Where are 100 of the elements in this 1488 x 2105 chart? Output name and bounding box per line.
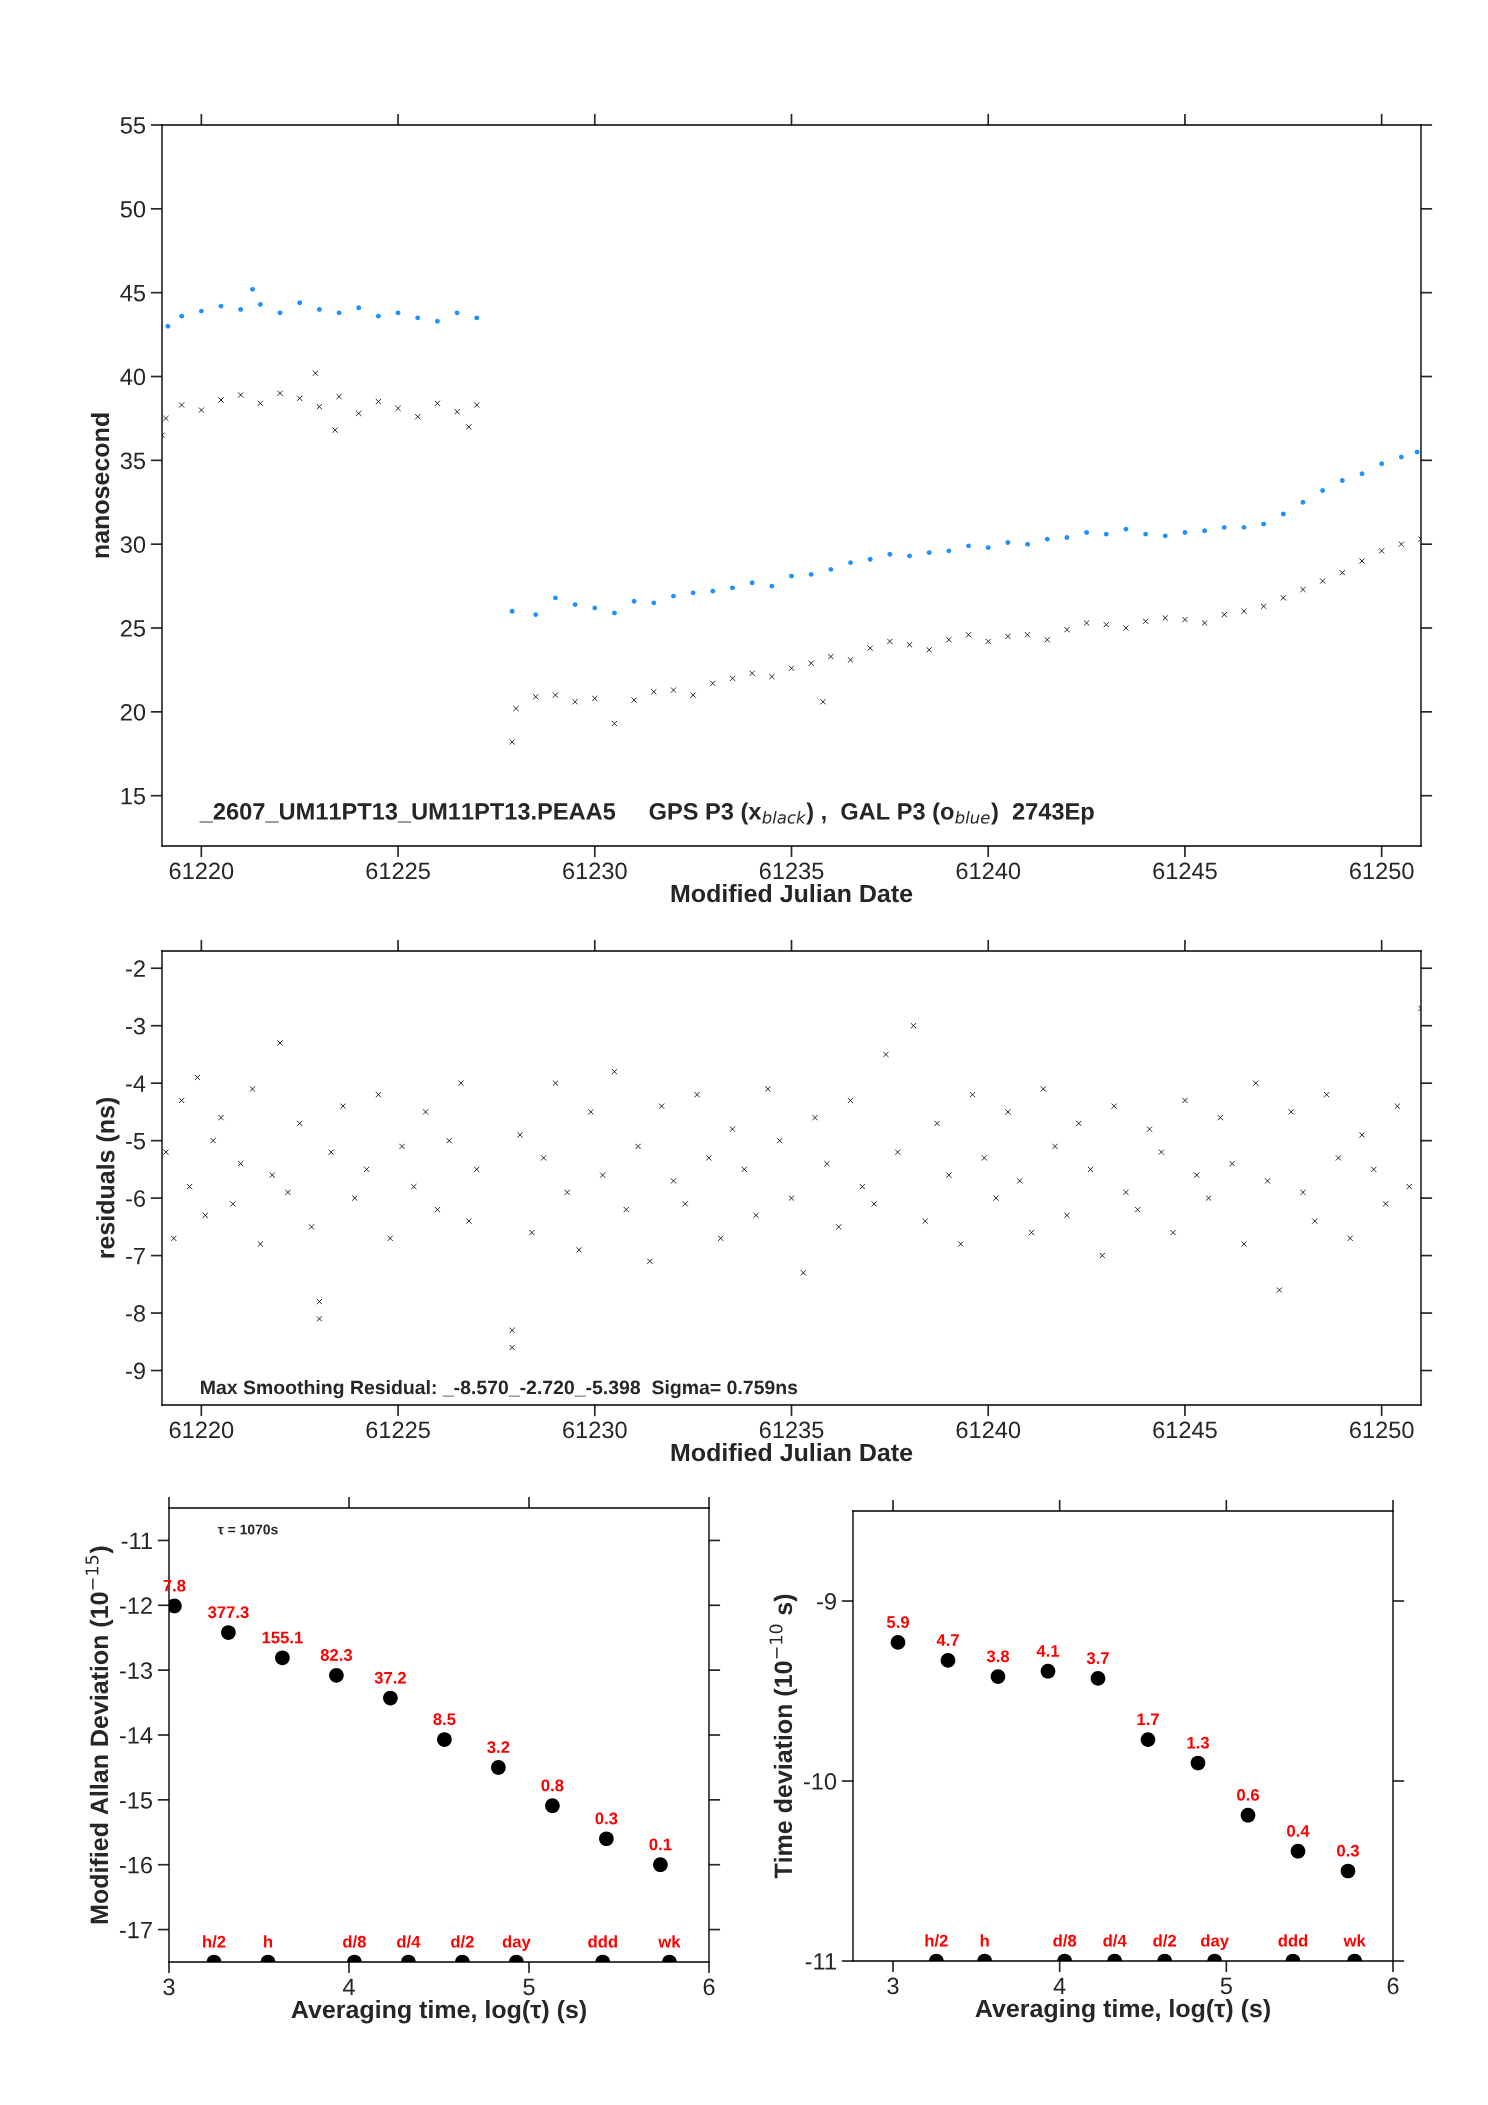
- y-tick-label: 50: [120, 200, 146, 218]
- annotation: 155.1: [262, 1631, 303, 1644]
- x-tick-label: 61230: [563, 1421, 627, 1439]
- x-tick-label: 5: [523, 1978, 535, 1996]
- y-tick-label: 35: [120, 452, 146, 470]
- y-axis-title: Modified Allan Deviation (10$^{−15}$): [85, 1546, 114, 1924]
- x-tick-label: 61250: [1350, 1421, 1414, 1439]
- y-tick-label: -6: [126, 1190, 145, 1207]
- x-tick-label: 4: [342, 1978, 355, 1996]
- y-tick-label: 30: [120, 536, 146, 553]
- annotation: τ = 1070s: [217, 1524, 278, 1535]
- x-tick-label: 61225: [366, 862, 430, 880]
- y-tick-label: -15: [119, 1792, 153, 1809]
- y-axis-title: nanosecond: [90, 413, 110, 558]
- annotation: d/4: [1103, 1934, 1127, 1947]
- annotation: 5.9: [886, 1616, 909, 1628]
- annotation: 1.7: [1137, 1713, 1159, 1726]
- y-tick-label: 55: [120, 117, 146, 134]
- annotation: 8.5: [433, 1713, 456, 1726]
- annotation: Max Smoothing Residual: _-8.570_-2.720_-5.398 Sigma= 0.759ns: [201, 1380, 798, 1399]
- y-tick-label: 20: [120, 703, 146, 721]
- y-tick-label: -9: [817, 1593, 836, 1610]
- y-tick-label: -11: [121, 1532, 152, 1549]
- annotation: day: [502, 1935, 531, 1951]
- y-tick-label: -5: [126, 1132, 146, 1150]
- y-tick-label: 40: [120, 368, 146, 386]
- annotation: 1.3: [1187, 1736, 1209, 1749]
- y-tick-label: 15: [121, 788, 146, 805]
- annotation: 4.7: [936, 1634, 959, 1646]
- x-tick-label: 61230: [563, 862, 627, 880]
- x-tick-label: 3: [163, 1978, 175, 1996]
- annotation: 0.8: [541, 1779, 564, 1792]
- y-tick-label: -16: [119, 1856, 152, 1874]
- x-tick-label: 61250: [1350, 862, 1414, 880]
- y-tick-label: 45: [120, 284, 146, 302]
- annotation: 3.7: [1086, 1652, 1109, 1665]
- x-tick-label: 61245: [1153, 862, 1217, 880]
- x-tick-label: 61245: [1153, 1421, 1217, 1439]
- y-axis-title: Time deviation (10$^{−10}$ s): [769, 1594, 798, 1879]
- x-axis-title: Averaging time, log(τ) (s): [975, 1998, 1270, 2023]
- point: [491, 1760, 506, 1775]
- y-tick-label: -10: [803, 1773, 837, 1790]
- annotation: 0.6: [1237, 1788, 1259, 1801]
- x-tick-label: 61235: [759, 862, 824, 880]
- x-tick-label: 5: [1220, 1977, 1232, 1995]
- annotation: h: [264, 1935, 273, 1948]
- annotation: d/8: [1053, 1934, 1077, 1947]
- point: [383, 1690, 398, 1706]
- annotation: 4.1: [1036, 1645, 1060, 1657]
- y-tick-label: -14: [119, 1727, 153, 1744]
- point: [329, 1667, 344, 1683]
- annotation: 377.3: [207, 1606, 249, 1619]
- x-tick-label: 3: [887, 1977, 899, 1995]
- y-tick-label: -7: [126, 1247, 145, 1265]
- annotation: 3.2: [487, 1741, 510, 1754]
- annotation: d/2: [1153, 1934, 1177, 1947]
- y-tick-label: -11: [805, 1953, 836, 1970]
- annotation: 0.4: [1287, 1824, 1310, 1837]
- annotation: d/4: [397, 1935, 421, 1948]
- y-tick-label: -17: [119, 1921, 152, 1939]
- y-tick-label: -3: [126, 1017, 145, 1035]
- annotation: ddd: [588, 1935, 617, 1948]
- annotation: 0.3: [1337, 1844, 1359, 1857]
- x-tick-label: 61240: [956, 862, 1021, 880]
- annotation: h: [980, 1934, 989, 1947]
- annotation: h/2: [203, 1935, 226, 1948]
- annotation: h/2: [925, 1934, 948, 1947]
- x-tick-label: 61240: [956, 1421, 1021, 1439]
- x-tick-label: 4: [1053, 1977, 1066, 1995]
- x-tick-label: 6: [1387, 1977, 1399, 1995]
- annotation: 82.3: [320, 1649, 353, 1661]
- x-tick-label: 6: [703, 1978, 715, 1996]
- annotation: 3.8: [986, 1650, 1010, 1663]
- annotation: 0.3: [595, 1812, 618, 1825]
- x-axis-title: Modified Julian Date: [671, 883, 913, 903]
- x-tick-label: 61235: [759, 1421, 824, 1439]
- y-tick-label: -12: [119, 1597, 152, 1614]
- annotation: day: [1200, 1934, 1229, 1950]
- x-tick-label: 61220: [169, 862, 234, 880]
- point: [221, 1625, 236, 1640]
- y-tick-label: -8: [126, 1305, 145, 1322]
- y-tick-label: 25: [120, 620, 146, 637]
- annotation: 0.1: [649, 1838, 672, 1851]
- point: [275, 1650, 290, 1666]
- annotation: wk: [1343, 1934, 1366, 1947]
- annotation: _2607_UM11PT13_UM11PT13.PEAA5 GPS P3 (x$_{black}$) , GAL P3 (o$_{blue}$) 2743Ep: [199, 802, 1094, 825]
- x-axis-title: Averaging time, log(τ) (s): [291, 1999, 586, 2024]
- x-tick-label: 61225: [366, 1421, 430, 1439]
- annotation: d/2: [451, 1935, 474, 1948]
- y-tick-label: -4: [126, 1075, 146, 1092]
- y-tick-label: -13: [119, 1662, 152, 1679]
- y-tick-label: -9: [126, 1362, 145, 1380]
- y-axis-title: residuals (ns): [96, 1097, 120, 1258]
- x-tick-label: 61220: [169, 1421, 234, 1439]
- point: [169, 1598, 182, 1614]
- x-axis-title: Modified Julian Date: [671, 1442, 913, 1462]
- y-tick-label: -2: [126, 960, 145, 977]
- annotation: d/8: [343, 1935, 366, 1948]
- annotation: ddd: [1278, 1934, 1308, 1947]
- annotation: wk: [658, 1935, 681, 1948]
